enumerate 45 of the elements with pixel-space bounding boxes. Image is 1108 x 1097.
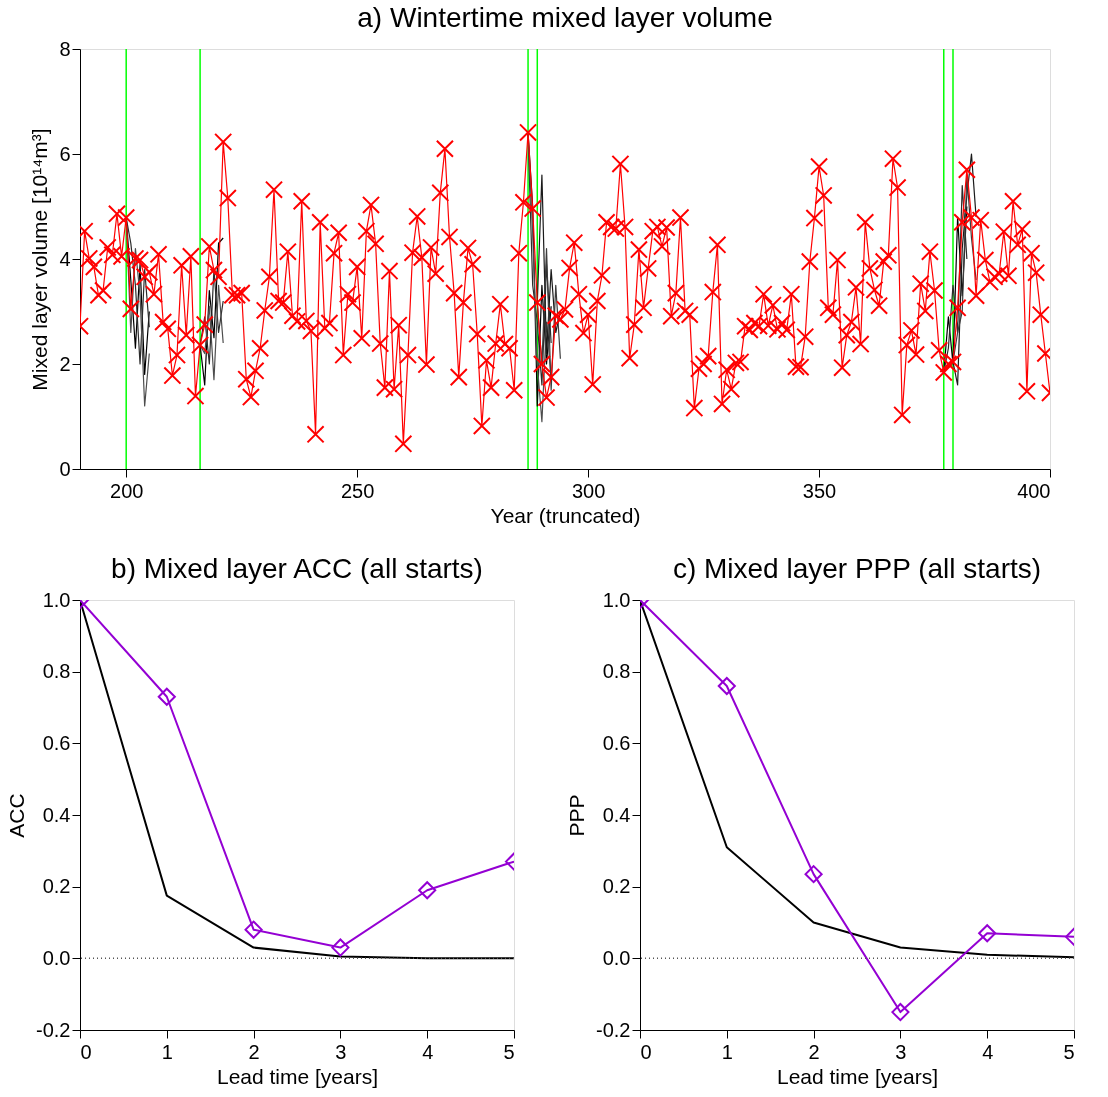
y-tick-label: 0.0 [42, 946, 71, 969]
y-tick-label: 2 [59, 352, 71, 375]
x-tick-label: 0 [640, 1040, 652, 1063]
x-axis-title: Year (truncated) [490, 503, 641, 527]
x-tick-label: 300 [571, 479, 606, 502]
chart-title: c) Mixed layer PPP (all starts) [672, 553, 1042, 584]
y-tick-label: 8 [59, 37, 71, 60]
y-tick-label: 6 [59, 142, 71, 165]
x-tick-label: 400 [1017, 479, 1051, 502]
chart-title: a) Wintertime mixed layer volume [357, 2, 773, 33]
y-tick-label: 0.6 [602, 731, 631, 754]
y-tick-label: 4 [59, 247, 71, 270]
x-axis-title: Lead time [years] [216, 1064, 379, 1088]
y-tick-label: 0.8 [602, 660, 631, 683]
y-axis-title: ACC [5, 793, 29, 838]
y-tick-label: 0.0 [602, 946, 631, 969]
y-tick-label: 0.4 [42, 803, 71, 826]
y-axis-title: PPP [565, 794, 589, 837]
y-tick-label: 1.0 [42, 588, 71, 611]
x-tick-label: 350 [802, 479, 837, 502]
chart-title: b) Mixed layer ACC (all starts) [111, 553, 483, 584]
y-tick-label: -0.2 [36, 1018, 71, 1041]
x-tick-label: 3 [895, 1040, 907, 1063]
y-tick-label: 0.8 [42, 660, 71, 683]
x-tick-label: 200 [110, 479, 144, 502]
y-tick-label: 0.2 [602, 875, 631, 898]
x-axis-title: Lead time [years] [776, 1064, 939, 1088]
x-tick-label: 0 [80, 1040, 92, 1063]
x-tick-label: 2 [808, 1040, 820, 1063]
x-tick-label: 4 [422, 1040, 434, 1063]
y-tick-label: 0 [59, 457, 71, 480]
x-tick-label: 4 [982, 1040, 994, 1063]
x-tick-label: 250 [340, 479, 375, 502]
y-axis-title: Mixed layer volume [10¹⁴m³] [28, 128, 52, 391]
y-tick-label: 0.2 [42, 875, 71, 898]
x-tick-label: 1 [721, 1040, 733, 1063]
x-tick-label: 2 [248, 1040, 260, 1063]
y-tick-label: 1.0 [602, 588, 631, 611]
y-tick-label: -0.2 [596, 1018, 631, 1041]
x-tick-label: 1 [161, 1040, 173, 1063]
x-tick-label: 3 [335, 1040, 347, 1063]
x-tick-label: 5 [1063, 1040, 1075, 1063]
y-tick-label: 0.4 [602, 803, 631, 826]
y-tick-label: 0.6 [42, 731, 71, 754]
x-tick-label: 5 [503, 1040, 515, 1063]
